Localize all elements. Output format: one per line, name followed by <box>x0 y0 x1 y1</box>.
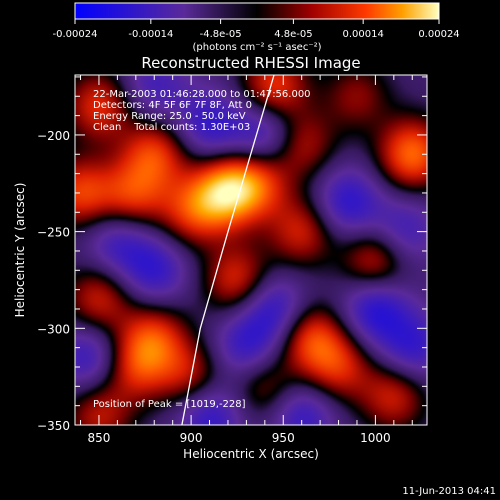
heatmap-image <box>75 75 427 425</box>
image-area <box>75 75 427 425</box>
annotation-energy: Energy Range: 25.0 - 50.0 keV <box>93 111 246 122</box>
colorbar-tick-label: -0.00024 <box>53 29 98 40</box>
x-axis-label: Heliocentric X (arcsec) <box>183 447 319 461</box>
colorbar-tick-label: 0.00024 <box>418 29 459 40</box>
plot-frame <box>74 74 428 426</box>
colorbar-ticks <box>74 19 440 24</box>
colorbar <box>74 2 440 20</box>
y-axis-ticks <box>75 76 427 426</box>
colorbar-labels: -0.00024 -0.00014 -4.8e-05 4.8e-05 0.00014 0.… <box>53 29 460 40</box>
x-tick-label: 850 <box>88 431 111 445</box>
x-tick-label: 950 <box>272 431 295 445</box>
timestamp: 11-Jun-2013 04:41 <box>402 486 496 497</box>
x-axis-ticks <box>80 75 413 425</box>
x-tick-label: 1000 <box>360 431 391 445</box>
colorbar-tick-label: 4.8e-05 <box>274 29 312 40</box>
y-tick-label: −250 <box>37 226 70 240</box>
annotation-time: 22-Mar-2003 01:46:28.000 to 01:47:56.000 <box>93 89 311 100</box>
solar-limb-line <box>181 75 275 425</box>
y-axis-tick-labels: −200 −250 −300 −350 <box>37 129 70 433</box>
chart-title: Reconstructed RHESSI Image <box>141 54 360 72</box>
y-tick-label: −200 <box>37 129 70 143</box>
colorbar-tick-label: -0.00014 <box>128 29 173 40</box>
x-tick-label: 900 <box>180 431 203 445</box>
x-axis-tick-labels: 850 900 950 1000 <box>88 431 391 445</box>
y-axis-label: Heliocentric Y (arcsec) <box>13 183 27 318</box>
colorbar-unit-label: (photons cm⁻² s⁻¹ asec⁻²) <box>192 42 321 53</box>
peak-position-label: Position of Peak = [1019,-228] <box>93 399 246 410</box>
annotation-detectors: Detectors: 4F 5F 6F 7F 8F, Att 0 <box>93 100 252 111</box>
y-tick-label: −300 <box>37 322 70 336</box>
colorbar-tick-label: -4.8e-05 <box>200 29 242 40</box>
annotation-clean: Clean Total counts: 1.30E+03 <box>93 122 250 133</box>
annotation-block: 22-Mar-2003 01:46:28.000 to 01:47:56.000… <box>93 89 311 133</box>
colorbar-tick-label: 0.00014 <box>342 29 383 40</box>
y-tick-label: −350 <box>37 419 70 433</box>
